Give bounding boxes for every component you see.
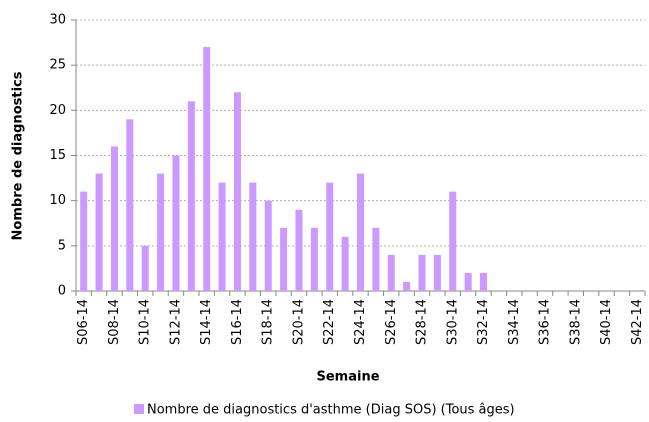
legend-swatch bbox=[134, 404, 144, 414]
x-tick-label: S18-14 bbox=[261, 299, 276, 345]
y-axis-label: Nombre de diagnostics bbox=[11, 71, 26, 240]
bar bbox=[280, 227, 288, 291]
x-tick-label: S32-14 bbox=[476, 299, 491, 345]
bar bbox=[480, 272, 488, 291]
bar bbox=[95, 173, 103, 291]
x-tick-label: S12-14 bbox=[168, 299, 183, 345]
bar bbox=[357, 173, 364, 291]
bar bbox=[264, 200, 272, 291]
bar bbox=[372, 227, 380, 291]
x-tick-label: S38-14 bbox=[568, 299, 583, 345]
bar bbox=[295, 209, 303, 291]
x-tick-label: S36-14 bbox=[538, 299, 553, 345]
x-tick-label: S34-14 bbox=[507, 299, 522, 345]
x-axis-label: Semaine bbox=[316, 370, 379, 385]
bar bbox=[310, 227, 318, 291]
bar bbox=[341, 236, 349, 291]
bar bbox=[80, 191, 88, 291]
bar bbox=[233, 92, 241, 292]
x-tick-label: S08-14 bbox=[107, 299, 122, 345]
y-tick-label: 30 bbox=[49, 13, 66, 28]
bar bbox=[249, 182, 257, 291]
bar bbox=[403, 281, 411, 291]
y-tick-label: 15 bbox=[49, 148, 66, 163]
bar bbox=[157, 173, 165, 291]
bar bbox=[464, 272, 472, 291]
x-tick-label: S10-14 bbox=[138, 299, 153, 345]
bar bbox=[218, 182, 226, 291]
y-tick-label: 25 bbox=[49, 58, 66, 73]
bar bbox=[187, 101, 195, 291]
x-tick-label: S30-14 bbox=[445, 299, 460, 345]
y-tick-label: 10 bbox=[49, 193, 66, 208]
x-tick-label: S24-14 bbox=[353, 299, 368, 345]
y-tick-label: 0 bbox=[58, 284, 66, 299]
y-tick-label: 20 bbox=[49, 103, 66, 118]
x-tick-label: S28-14 bbox=[415, 299, 430, 345]
legend-label: Nombre de diagnostics d'asthme (Diag SOS… bbox=[147, 403, 515, 418]
x-tick-label: S20-14 bbox=[291, 299, 306, 345]
bar bbox=[418, 254, 426, 291]
bar bbox=[326, 182, 334, 291]
bar bbox=[126, 119, 134, 291]
x-tick-label: S22-14 bbox=[322, 299, 337, 345]
bar bbox=[387, 254, 395, 291]
bar bbox=[110, 146, 118, 291]
bar bbox=[172, 155, 180, 291]
x-tick-label: S42-14 bbox=[630, 299, 645, 345]
bar bbox=[141, 245, 149, 291]
x-tick-label: S16-14 bbox=[230, 299, 245, 345]
bar bbox=[433, 254, 441, 291]
x-tick-label: S26-14 bbox=[384, 299, 399, 345]
bar bbox=[449, 191, 457, 291]
bar bbox=[203, 47, 211, 291]
x-tick-label: S14-14 bbox=[199, 299, 214, 345]
x-tick-label: S40-14 bbox=[599, 299, 614, 345]
y-tick-label: 5 bbox=[58, 238, 66, 253]
x-tick-label: S06-14 bbox=[76, 299, 91, 345]
